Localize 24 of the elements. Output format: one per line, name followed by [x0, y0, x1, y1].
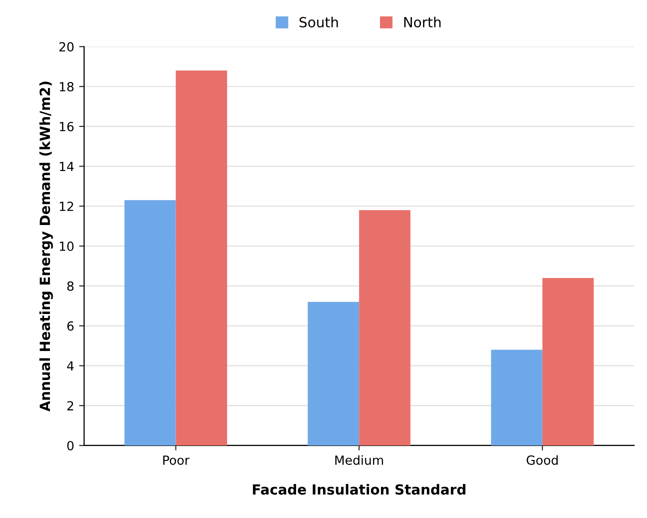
x-axis-title: Facade Insulation Standard [252, 484, 466, 495]
y-tick-label: 0 [67, 440, 74, 450]
x-tick-label: Good [526, 455, 558, 465]
y-tick-label: 4 [67, 361, 74, 370]
y-tick-label: 14 [60, 162, 74, 172]
y-tick-label: 10 [60, 242, 74, 251]
y-tick-label: 12 [60, 202, 74, 211]
y-tick-label: 8 [67, 281, 74, 291]
bar [176, 70, 228, 446]
bar [359, 210, 410, 446]
bar [308, 302, 360, 446]
bar [124, 200, 176, 446]
x-tick-label: Poor [163, 456, 190, 465]
y-axis-title: Annual Heating Energy Demand (kWh/m2) [39, 82, 53, 412]
bar [491, 350, 542, 446]
y-tick-label: 2 [67, 401, 74, 410]
y-tick-label: 16 [60, 122, 74, 132]
y-tick-label: 18 [60, 82, 74, 92]
y-tick-label: 20 [59, 42, 74, 52]
bar [542, 278, 594, 446]
legend-label: South [300, 16, 338, 28]
x-tick-label: Medium [335, 455, 384, 465]
legend-label: North [404, 16, 441, 28]
y-tick-label: 6 [67, 321, 74, 331]
